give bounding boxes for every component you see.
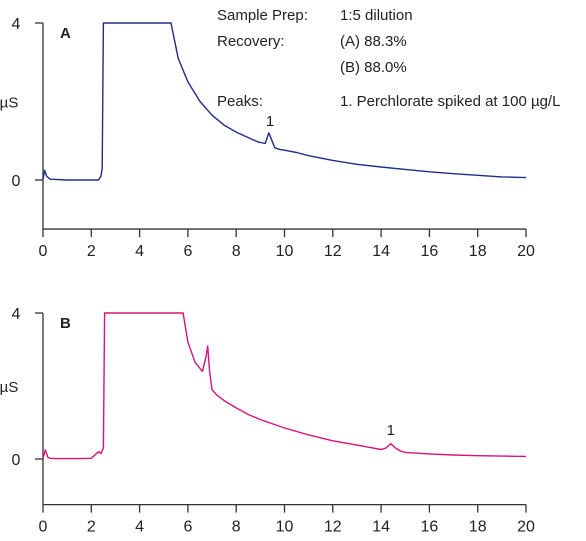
panel-b-y-tick-label: 4 — [12, 306, 21, 323]
panel-b-letter: B — [60, 315, 71, 332]
peaks-label: Peaks: — [217, 93, 263, 110]
panel-a-letter: A — [60, 25, 71, 42]
sample-prep-value: 1:5 dilution — [340, 7, 413, 24]
panel-b-x-tick-label: 14 — [372, 519, 390, 536]
panel-b-trace — [42, 312, 527, 460]
panel-a-x-tick-label: 6 — [183, 243, 192, 260]
panel-a: 0 2 4 6 8 10 12 14 16 18 20 0 4 µS A 1 — [0, 16, 535, 260]
panel-a-trace — [42, 22, 527, 181]
panel-b-x-tick-label: 2 — [87, 519, 96, 536]
panel-b-y-tick-label: 0 — [12, 452, 21, 469]
panel-a-x-tick-label: 16 — [421, 243, 439, 260]
panel-b-peak-label: 1 — [387, 422, 395, 439]
recovery-a-value: (A) 88.3% — [340, 33, 407, 50]
panel-a-x-tick-label: 18 — [469, 243, 487, 260]
sample-prep-label: Sample Prep: — [217, 7, 308, 24]
panel-a-x-tick-label: 12 — [324, 243, 342, 260]
panel-b-x-tick-label: 20 — [517, 519, 535, 536]
info-block: Sample Prep: 1:5 dilution Recovery: (A) … — [217, 7, 560, 110]
panel-a-x-tick-label: 4 — [135, 243, 144, 260]
panel-a-x-tick-label: 14 — [372, 243, 390, 260]
panel-b-x-tick-label: 4 — [135, 519, 144, 536]
panel-b: 0 2 4 6 8 10 12 14 16 18 20 0 4 µS Minutes B 1 — [0, 306, 535, 541]
panel-a-x-tick-label: 0 — [39, 243, 48, 260]
panel-b-x-tick-label: 8 — [232, 519, 241, 536]
panel-b-x-tick-label: 10 — [276, 519, 294, 536]
panel-a-peak-label: 1 — [266, 113, 274, 130]
panel-a-x-tick-label: 10 — [276, 243, 294, 260]
panel-b-x-tick-label: 0 — [39, 519, 48, 536]
recovery-label: Recovery: — [217, 33, 285, 50]
panel-a-y-axis-title: µS — [0, 95, 18, 112]
panel-a-x-tick-label: 2 — [87, 243, 96, 260]
panel-b-y-axis-title: µS — [0, 379, 18, 396]
panel-a-x-tick-label: 20 — [517, 243, 535, 260]
panel-a-x-tick-label: 8 — [232, 243, 241, 260]
panel-b-x-tick-label: 18 — [469, 519, 487, 536]
recovery-b-value: (B) 88.0% — [340, 59, 407, 76]
panel-b-x-tick-label: 12 — [324, 519, 342, 536]
panel-a-y-tick-label: 4 — [12, 16, 21, 33]
peaks-value: 1. Perchlorate spiked at 100 µg/L — [340, 93, 560, 110]
panel-b-x-tick-label: 16 — [421, 519, 439, 536]
panel-b-x-axis-title: Minutes — [258, 540, 311, 541]
panel-b-x-tick-label: 6 — [183, 519, 192, 536]
panel-a-y-tick-label: 0 — [12, 173, 21, 190]
